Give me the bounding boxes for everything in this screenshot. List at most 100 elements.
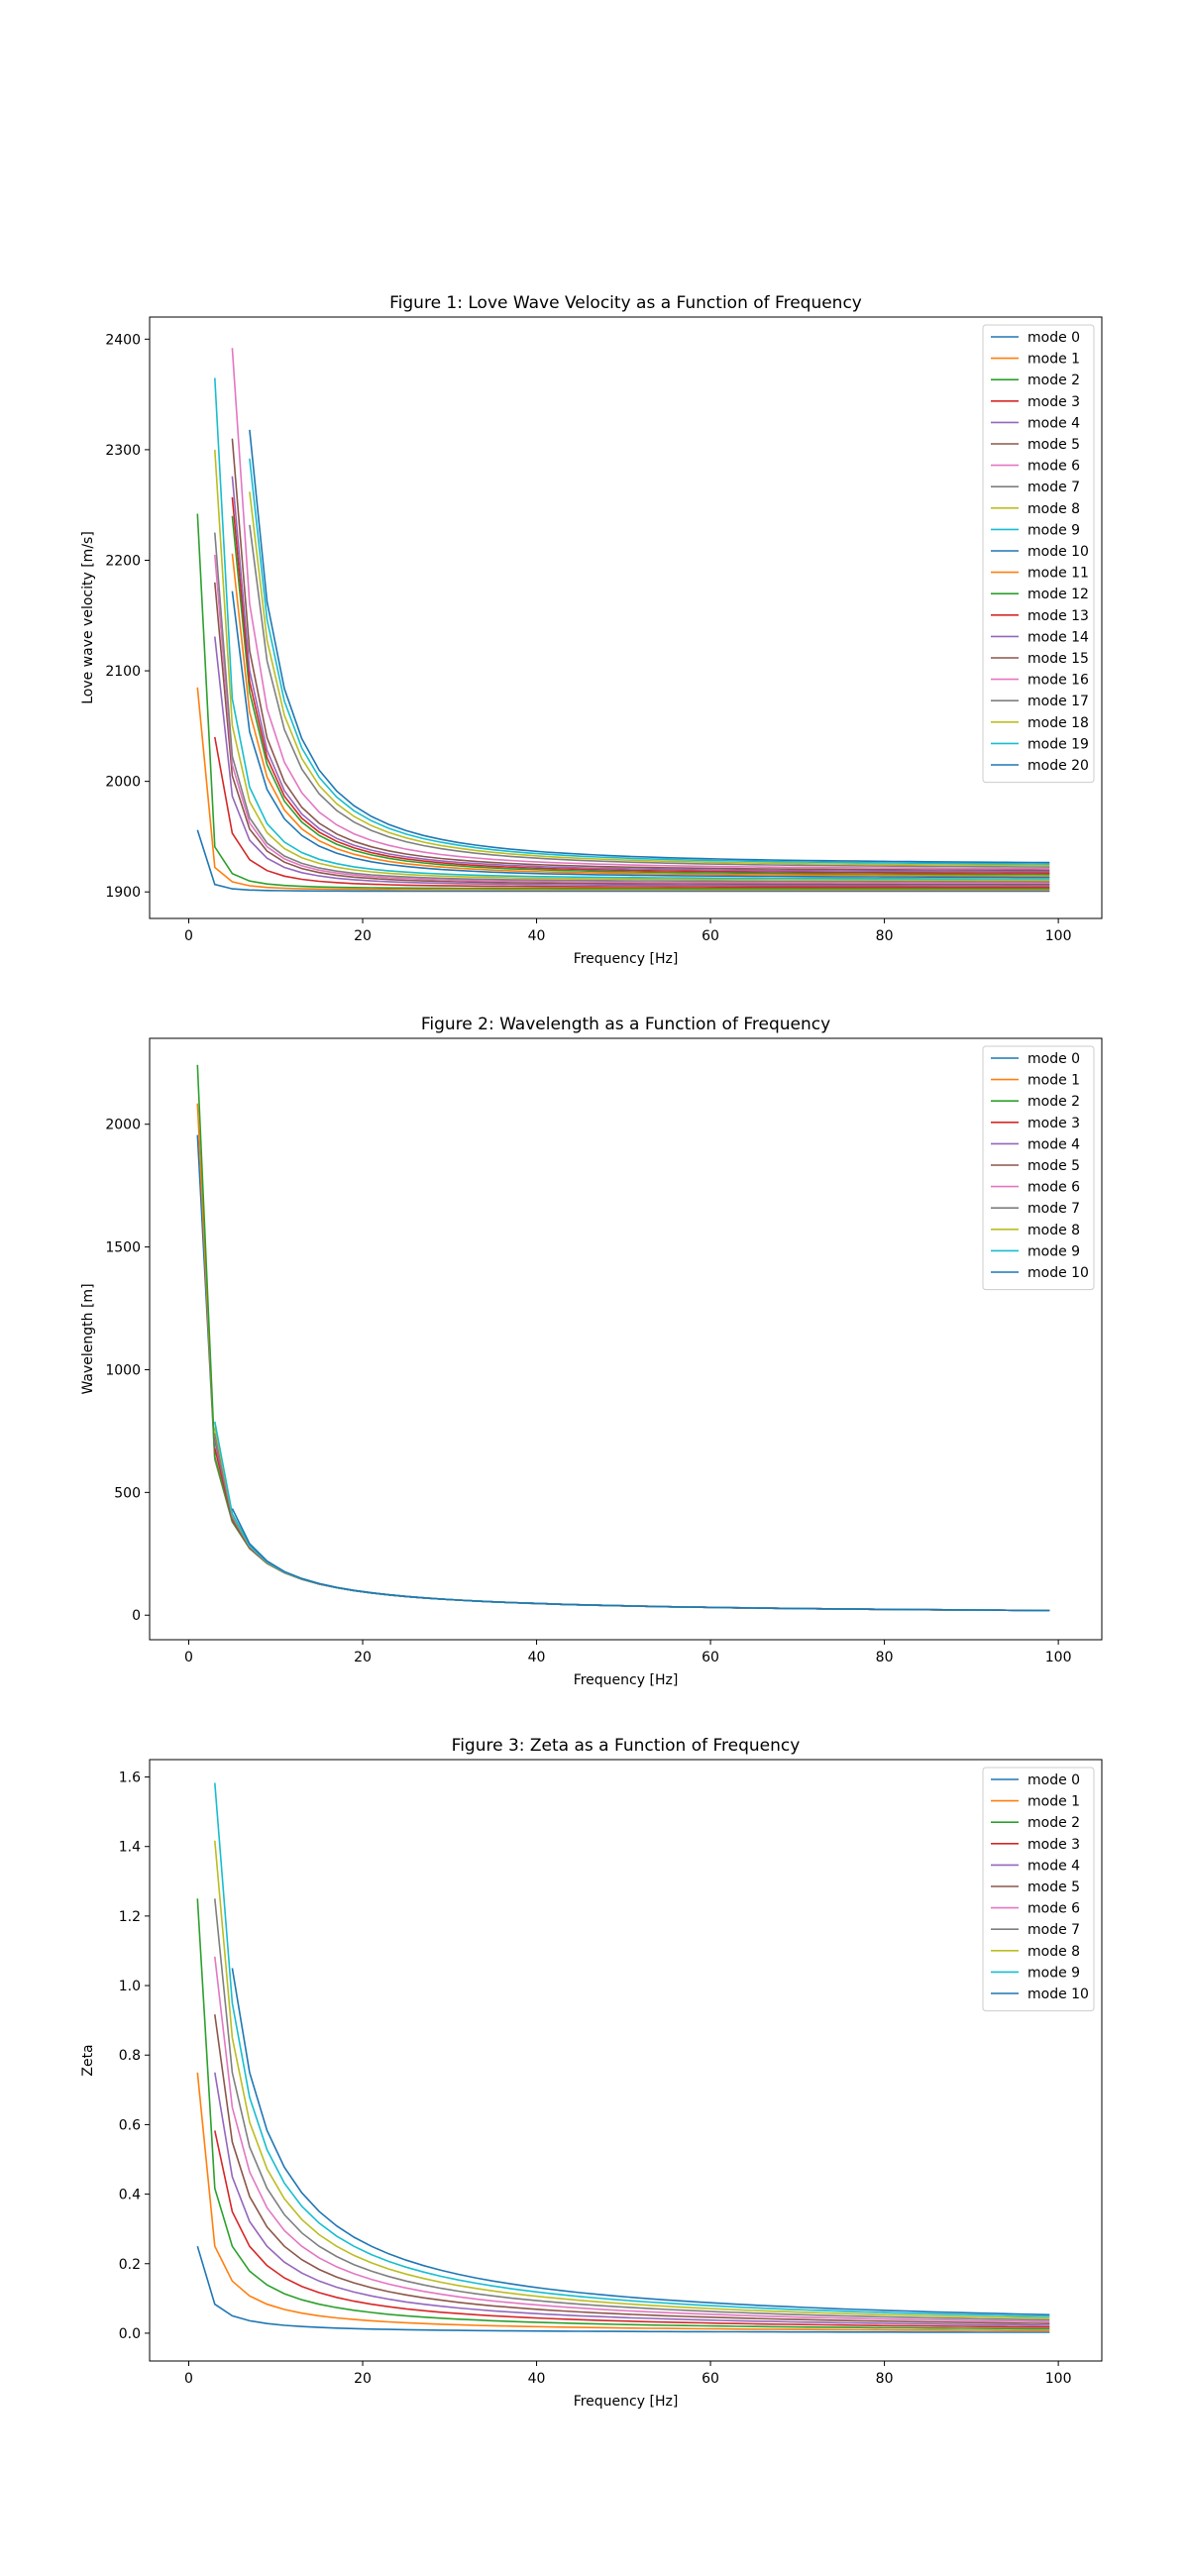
series-line-mode-3 bbox=[214, 736, 1050, 889]
plot-frame bbox=[149, 316, 1103, 919]
y-axis-label: Zeta bbox=[80, 2044, 96, 2076]
series-line-mode-2 bbox=[196, 1898, 1050, 2330]
legend-label: mode 5 bbox=[1027, 1879, 1080, 1895]
series-line-mode-8 bbox=[214, 449, 1050, 882]
legend-label: mode 15 bbox=[1027, 651, 1089, 667]
legend-label: mode 3 bbox=[1027, 1116, 1080, 1131]
legend-label: mode 6 bbox=[1027, 1901, 1080, 1917]
legend-label: mode 20 bbox=[1027, 758, 1089, 774]
y-tick-label: 1.4 bbox=[119, 1840, 141, 1856]
series-line-mode-8 bbox=[214, 1840, 1050, 2319]
legend-label: mode 5 bbox=[1027, 1158, 1080, 1174]
series-line-mode-10 bbox=[231, 1968, 1050, 2316]
series-line-mode-7 bbox=[214, 1433, 1050, 1612]
y-tick-label: 1.0 bbox=[119, 1979, 141, 1994]
series-layer bbox=[196, 1064, 1050, 1612]
y-tick-label: 500 bbox=[114, 1485, 141, 1501]
series-line-mode-14 bbox=[231, 476, 1050, 873]
series-line-mode-6 bbox=[214, 1434, 1050, 1612]
legend-label: mode 4 bbox=[1027, 415, 1080, 431]
series-line-mode-17 bbox=[249, 524, 1050, 868]
series-line-mode-9 bbox=[214, 1421, 1050, 1612]
legend-label: mode 16 bbox=[1027, 673, 1089, 689]
x-tick-label: 60 bbox=[702, 1650, 719, 1665]
x-tick-label: 0 bbox=[184, 928, 193, 944]
x-tick-label: 20 bbox=[354, 1650, 372, 1665]
legend-label: mode 4 bbox=[1027, 1858, 1080, 1874]
y-tick-label: 2300 bbox=[105, 443, 141, 459]
legend-label: mode 8 bbox=[1027, 501, 1080, 517]
y-tick-label: 2000 bbox=[105, 775, 141, 791]
y-tick-label: 1900 bbox=[105, 885, 141, 901]
series-line-mode-5 bbox=[214, 1437, 1050, 1612]
y-tick-label: 1500 bbox=[105, 1240, 141, 1256]
x-tick-label: 20 bbox=[354, 2371, 372, 2387]
legend-label: mode 18 bbox=[1027, 715, 1089, 731]
legend-label: mode 1 bbox=[1027, 1073, 1080, 1089]
y-tick-label: 1000 bbox=[105, 1362, 141, 1378]
series-line-mode-9 bbox=[214, 1782, 1050, 2317]
legend-label: mode 10 bbox=[1027, 1265, 1089, 1281]
series-line-mode-1 bbox=[196, 687, 1050, 891]
legend-label: mode 7 bbox=[1027, 1922, 1080, 1938]
legend-label: mode 7 bbox=[1027, 480, 1080, 495]
series-line-mode-2 bbox=[196, 513, 1050, 890]
series-line-mode-5 bbox=[214, 2014, 1050, 2324]
chart-title: Figure 1: Love Wave Velocity as a Functi… bbox=[389, 293, 862, 313]
y-tick-label: 0 bbox=[132, 1608, 141, 1624]
series-layer bbox=[196, 348, 1050, 893]
series-line-mode-7 bbox=[214, 1898, 1050, 2321]
series-line-mode-4 bbox=[214, 1441, 1050, 1612]
tick-layer: 0 20 40 60 80 100 1900 2000 2100 2200 2300 2400 bbox=[105, 332, 1071, 944]
series-line-mode-0 bbox=[196, 1134, 1050, 1612]
x-tick-label: 80 bbox=[876, 2371, 894, 2387]
legend-box bbox=[982, 324, 1095, 784]
y-tick-label: 0.0 bbox=[119, 2326, 141, 2342]
x-tick-label: 100 bbox=[1045, 1650, 1072, 1665]
y-tick-label: 2000 bbox=[105, 1118, 141, 1133]
series-line-mode-3 bbox=[214, 1448, 1050, 1612]
series-line-mode-1 bbox=[196, 2072, 1050, 2332]
legend-label: mode 3 bbox=[1027, 1837, 1080, 1853]
legend-label: mode 2 bbox=[1027, 1815, 1080, 1831]
series-line-mode-9 bbox=[214, 377, 1050, 880]
legend-label: mode 10 bbox=[1027, 1986, 1089, 2002]
plot-frame bbox=[149, 1037, 1103, 1641]
tick-layer: 0 20 40 60 80 100 0.0 0.2 0.4 0.6 0.8 1.0 1.2 1.4 1.6 bbox=[119, 1771, 1072, 2387]
wavelength-chart: Figure 2: Wavelength as a Function of Fr… bbox=[80, 1015, 1103, 1688]
legend-label: mode 2 bbox=[1027, 373, 1080, 388]
y-tick-label: 0.4 bbox=[119, 2188, 141, 2203]
x-tick-label: 60 bbox=[702, 928, 719, 944]
x-axis-label: Frequency [Hz] bbox=[574, 951, 679, 967]
legend-label: mode 10 bbox=[1027, 544, 1089, 560]
series-line-mode-0 bbox=[196, 829, 1050, 893]
y-tick-label: 0.6 bbox=[119, 2117, 141, 2133]
series-line-mode-10 bbox=[231, 590, 1050, 879]
series-line-mode-19 bbox=[249, 458, 1050, 865]
series-line-mode-7 bbox=[214, 532, 1050, 883]
x-tick-label: 60 bbox=[702, 2371, 719, 2387]
x-tick-label: 40 bbox=[528, 2371, 546, 2387]
series-layer bbox=[196, 1782, 1050, 2333]
series-line-mode-5 bbox=[214, 582, 1050, 886]
legend-label: mode 8 bbox=[1027, 1944, 1080, 1960]
x-tick-label: 40 bbox=[528, 1650, 546, 1665]
x-tick-label: 100 bbox=[1045, 2371, 1072, 2387]
legend-label: mode 8 bbox=[1027, 1223, 1080, 1238]
legend-label: mode 0 bbox=[1027, 1051, 1080, 1067]
series-line-mode-0 bbox=[196, 2245, 1050, 2333]
series-line-mode-8 bbox=[214, 1427, 1050, 1612]
legend-label: mode 7 bbox=[1027, 1201, 1080, 1217]
x-tick-label: 20 bbox=[354, 928, 372, 944]
series-line-mode-12 bbox=[231, 515, 1050, 876]
series-line-mode-18 bbox=[249, 491, 1050, 867]
y-axis-label: Love wave velocity [m/s] bbox=[80, 531, 96, 704]
y-tick-label: 0.2 bbox=[119, 2257, 141, 2273]
x-tick-label: 80 bbox=[876, 928, 894, 944]
legend-label: mode 1 bbox=[1027, 1794, 1080, 1810]
legend-label: mode 0 bbox=[1027, 330, 1080, 346]
series-line-mode-2 bbox=[196, 1064, 1050, 1612]
x-tick-label: 80 bbox=[876, 1650, 894, 1665]
y-tick-label: 2200 bbox=[105, 553, 141, 569]
series-line-mode-6 bbox=[214, 1956, 1050, 2323]
